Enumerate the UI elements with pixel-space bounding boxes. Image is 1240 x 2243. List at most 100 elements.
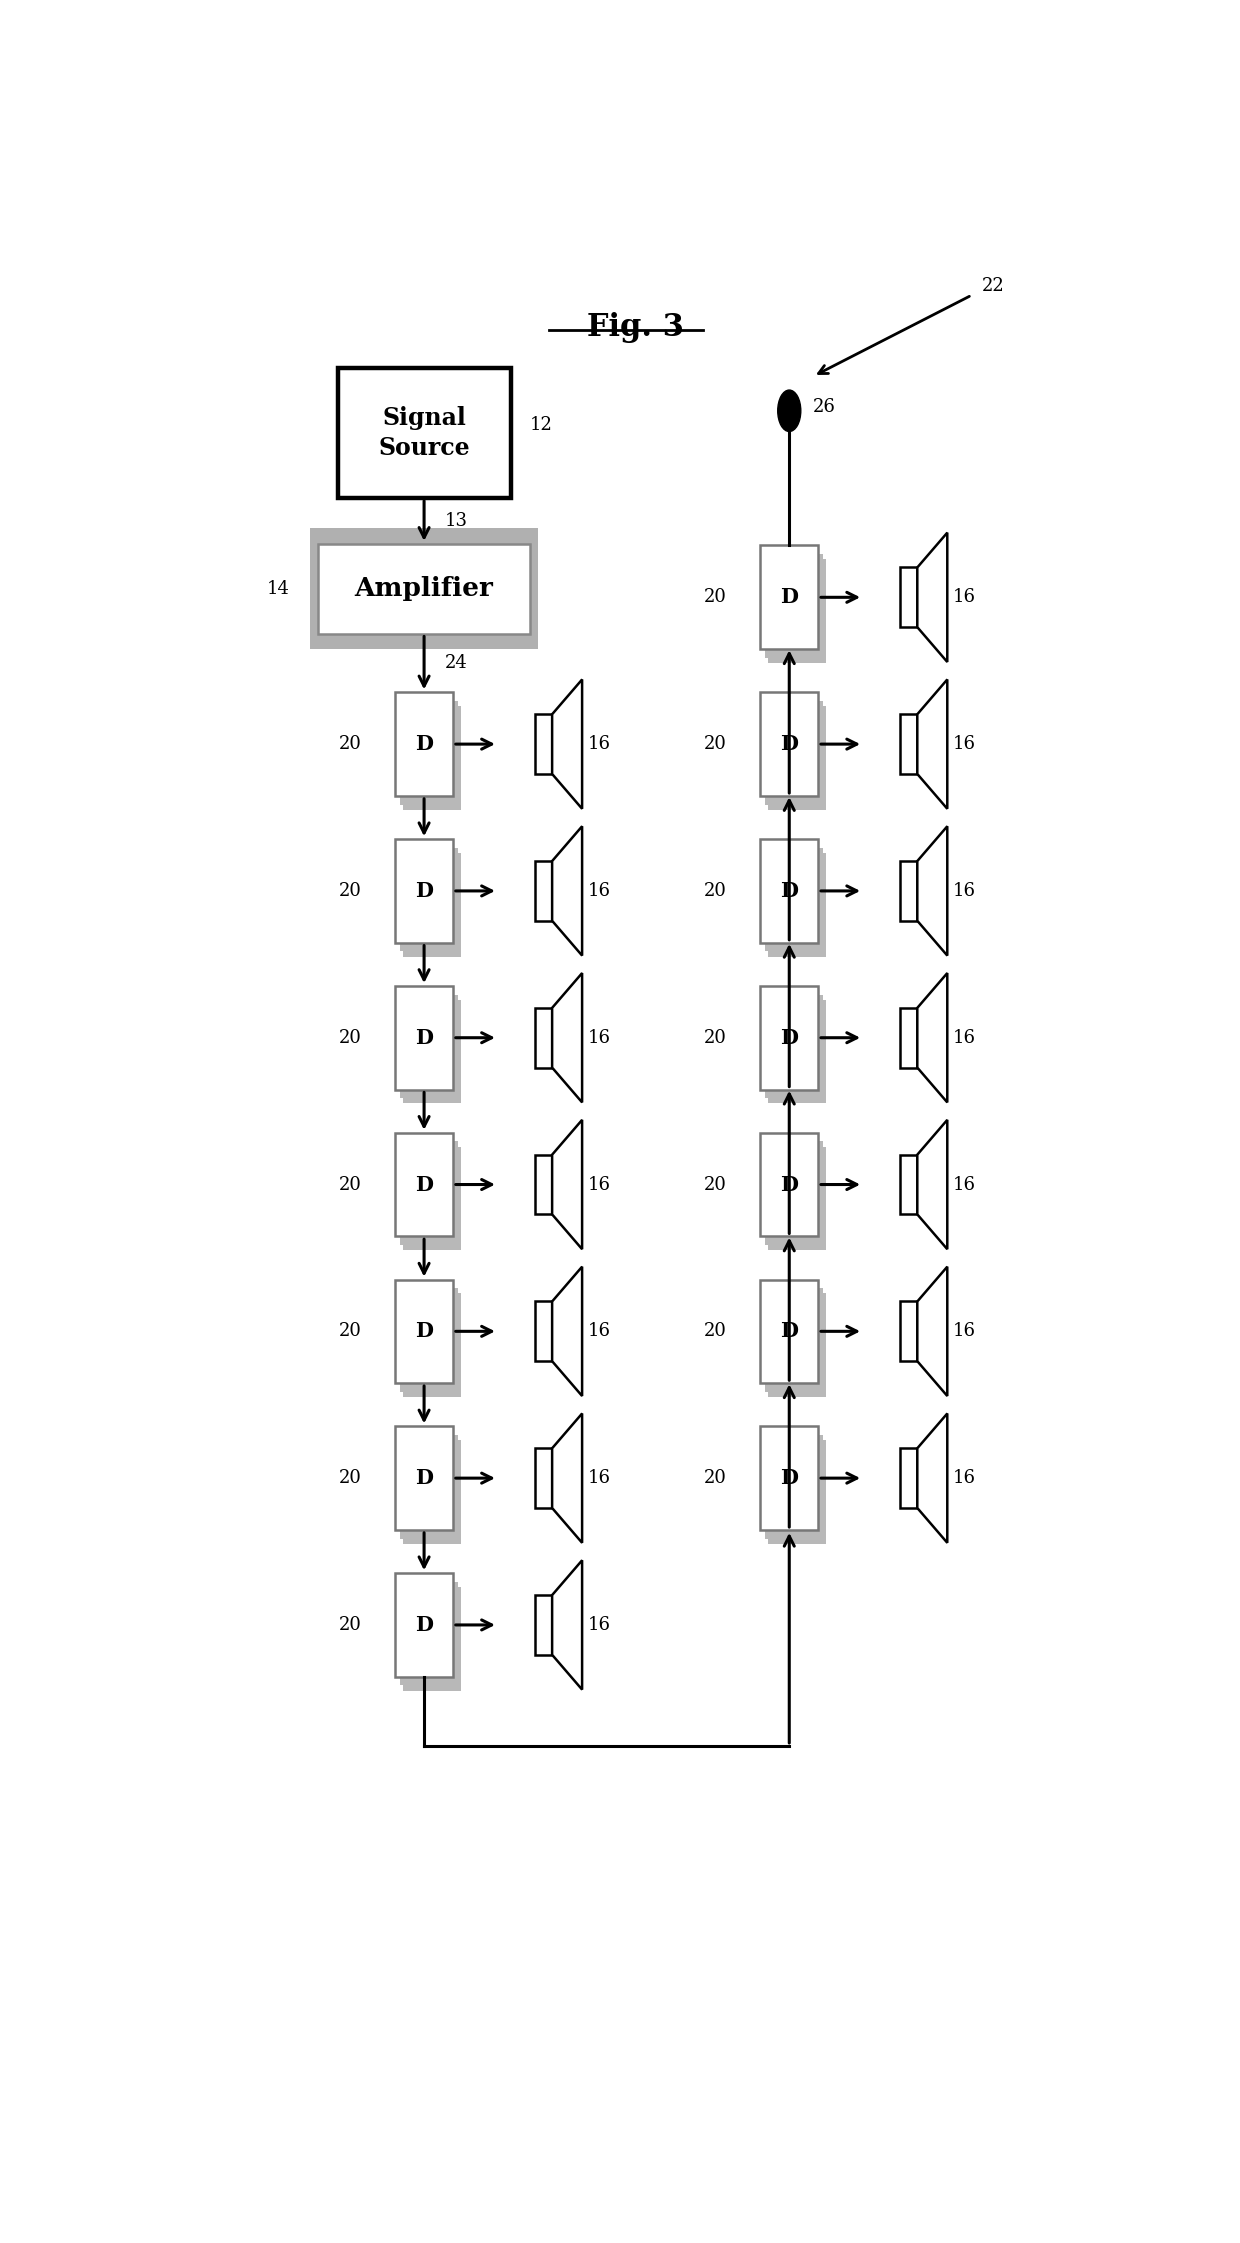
- Polygon shape: [552, 1561, 582, 1689]
- Polygon shape: [918, 1119, 947, 1249]
- Text: 16: 16: [588, 1469, 611, 1487]
- Bar: [396, 693, 453, 796]
- Text: D: D: [415, 1615, 433, 1635]
- Bar: [401, 1142, 458, 1245]
- Bar: [900, 861, 918, 922]
- Text: Fig. 3: Fig. 3: [587, 312, 684, 343]
- Bar: [760, 839, 818, 942]
- Text: 24: 24: [445, 655, 467, 673]
- Text: D: D: [780, 733, 799, 754]
- Text: 16: 16: [952, 1323, 976, 1341]
- Bar: [900, 1449, 918, 1507]
- Bar: [396, 987, 453, 1090]
- Bar: [396, 1427, 453, 1530]
- Text: D: D: [780, 1175, 799, 1196]
- Bar: [312, 534, 536, 644]
- Bar: [765, 848, 823, 951]
- Text: 16: 16: [588, 736, 611, 754]
- Bar: [396, 1133, 453, 1236]
- Text: 20: 20: [339, 1323, 362, 1341]
- Bar: [396, 839, 453, 942]
- Bar: [403, 707, 460, 810]
- Text: 16: 16: [952, 588, 976, 606]
- Bar: [768, 707, 826, 810]
- Bar: [765, 700, 823, 805]
- Polygon shape: [552, 973, 582, 1101]
- Text: 20: 20: [339, 736, 362, 754]
- Bar: [534, 1595, 552, 1655]
- Text: 16: 16: [588, 1615, 611, 1633]
- Text: 16: 16: [588, 881, 611, 899]
- Bar: [403, 1588, 460, 1691]
- Text: D: D: [780, 588, 799, 608]
- Text: D: D: [780, 1321, 799, 1341]
- Text: 20: 20: [339, 1030, 362, 1047]
- Polygon shape: [918, 973, 947, 1101]
- Bar: [534, 1301, 552, 1362]
- Bar: [403, 1440, 460, 1543]
- Polygon shape: [552, 825, 582, 956]
- Polygon shape: [552, 1119, 582, 1249]
- Bar: [760, 1427, 818, 1530]
- Polygon shape: [918, 532, 947, 662]
- Text: 20: 20: [339, 1469, 362, 1487]
- Bar: [315, 538, 533, 639]
- Bar: [396, 1572, 453, 1678]
- Bar: [768, 559, 826, 664]
- Text: D: D: [415, 1175, 433, 1196]
- Text: 12: 12: [529, 415, 553, 433]
- Text: 20: 20: [704, 1175, 727, 1193]
- Bar: [900, 567, 918, 628]
- Text: D: D: [415, 1321, 433, 1341]
- Text: 20: 20: [339, 1175, 362, 1193]
- Text: 20: 20: [704, 1030, 727, 1047]
- Bar: [765, 554, 823, 657]
- Bar: [760, 545, 818, 648]
- Text: 16: 16: [952, 1030, 976, 1047]
- Text: 22: 22: [982, 278, 1004, 296]
- Bar: [900, 713, 918, 774]
- Polygon shape: [918, 1413, 947, 1543]
- Text: D: D: [780, 881, 799, 902]
- Text: D: D: [780, 1469, 799, 1487]
- Bar: [768, 1294, 826, 1397]
- Text: 20: 20: [704, 1323, 727, 1341]
- Bar: [534, 1155, 552, 1213]
- Bar: [765, 1142, 823, 1245]
- Bar: [401, 1436, 458, 1539]
- Polygon shape: [918, 680, 947, 810]
- Bar: [768, 1440, 826, 1543]
- Polygon shape: [552, 680, 582, 810]
- Text: 16: 16: [952, 881, 976, 899]
- Text: D: D: [415, 1027, 433, 1047]
- Text: 20: 20: [704, 736, 727, 754]
- Bar: [765, 1436, 823, 1539]
- Text: 16: 16: [588, 1030, 611, 1047]
- Text: 20: 20: [704, 1469, 727, 1487]
- Bar: [534, 1449, 552, 1507]
- Bar: [401, 1581, 458, 1684]
- Polygon shape: [552, 1413, 582, 1543]
- Text: 20: 20: [704, 881, 727, 899]
- Bar: [534, 1007, 552, 1068]
- Text: 14: 14: [267, 579, 290, 597]
- Bar: [900, 1155, 918, 1213]
- Text: 16: 16: [952, 1469, 976, 1487]
- Bar: [760, 1279, 818, 1384]
- Bar: [403, 852, 460, 956]
- Bar: [534, 861, 552, 922]
- Bar: [403, 1000, 460, 1104]
- Text: D: D: [415, 881, 433, 902]
- Text: D: D: [780, 1027, 799, 1047]
- Text: D: D: [415, 733, 433, 754]
- Bar: [760, 693, 818, 796]
- Bar: [900, 1301, 918, 1362]
- Text: 20: 20: [704, 588, 727, 606]
- Text: 26: 26: [813, 399, 836, 417]
- Bar: [337, 368, 511, 498]
- Polygon shape: [552, 1267, 582, 1395]
- Text: 20: 20: [339, 1615, 362, 1633]
- Text: 16: 16: [952, 1175, 976, 1193]
- Bar: [401, 1287, 458, 1391]
- Text: 13: 13: [445, 511, 469, 529]
